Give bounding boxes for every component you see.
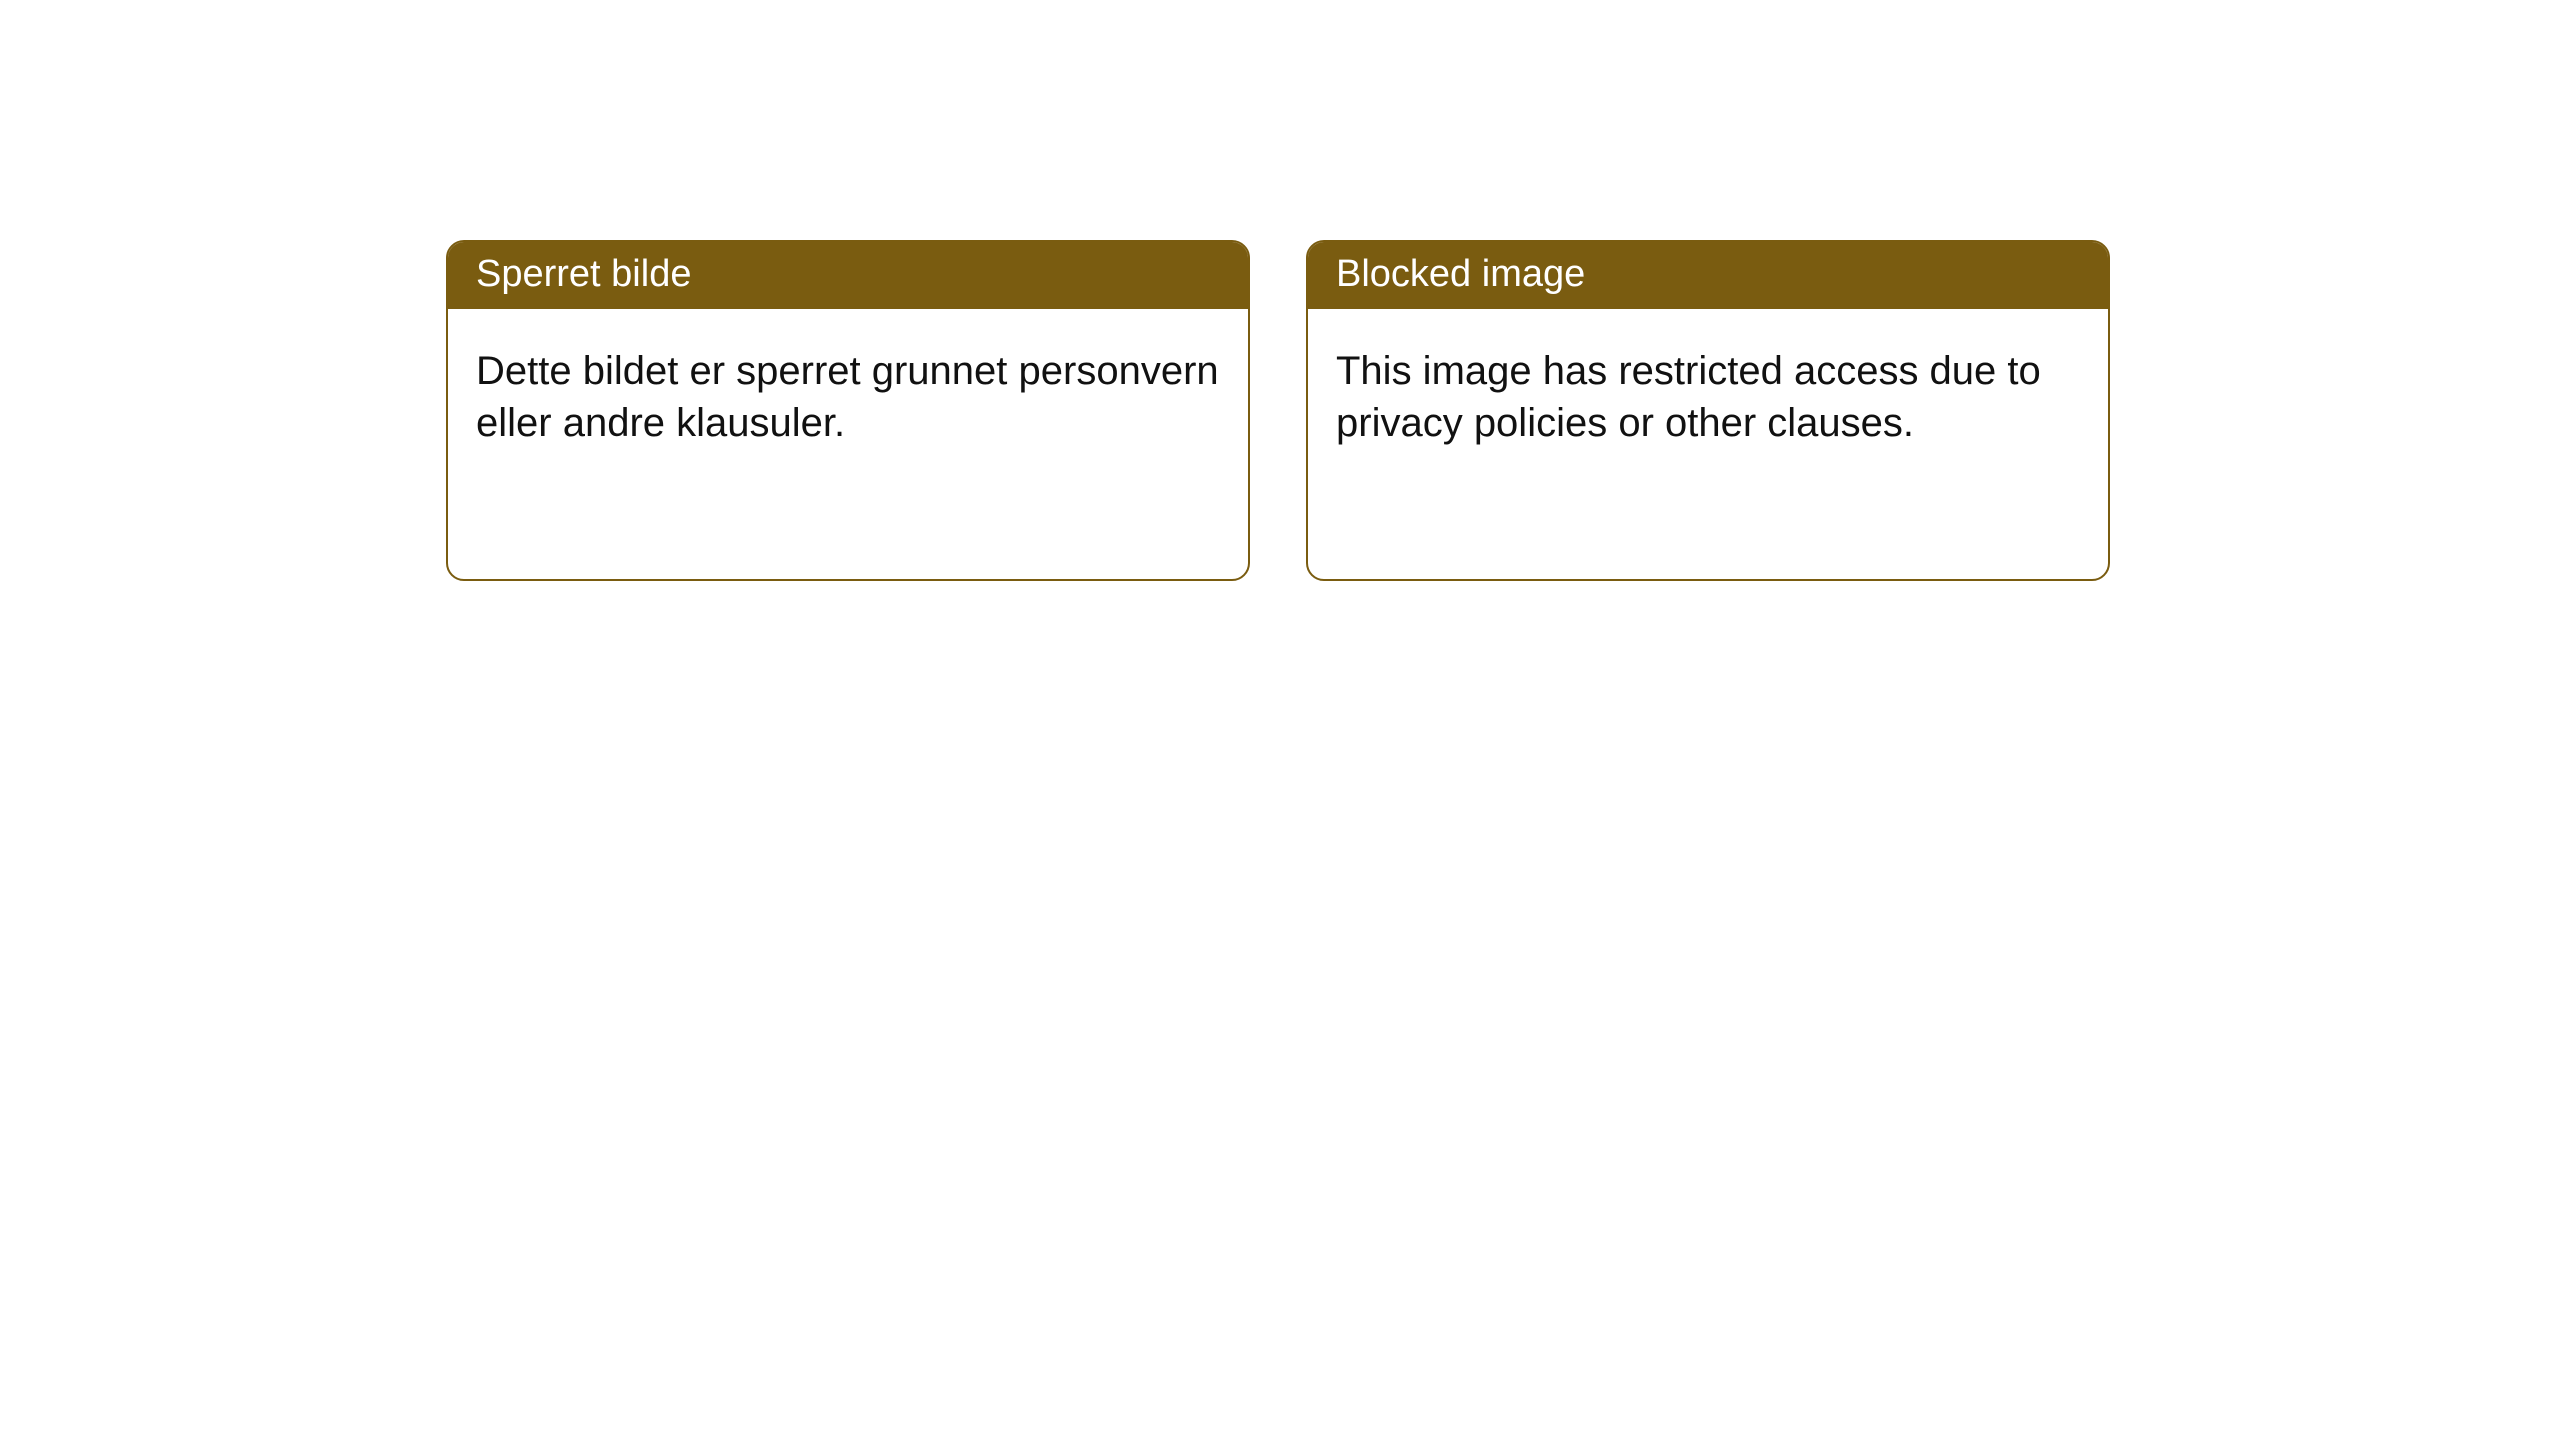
notice-body: Dette bildet er sperret grunnet personve…: [448, 309, 1248, 579]
notice-header: Sperret bilde: [448, 242, 1248, 309]
notice-card-norwegian: Sperret bilde Dette bildet er sperret gr…: [446, 240, 1250, 581]
notice-container: Sperret bilde Dette bildet er sperret gr…: [0, 0, 2560, 581]
notice-body: This image has restricted access due to …: [1308, 309, 2108, 579]
notice-header: Blocked image: [1308, 242, 2108, 309]
notice-card-english: Blocked image This image has restricted …: [1306, 240, 2110, 581]
